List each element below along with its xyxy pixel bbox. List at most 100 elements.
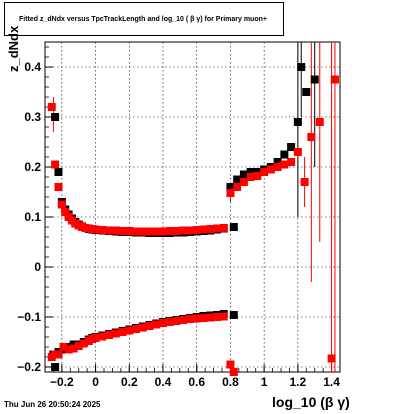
red-marker [287, 158, 296, 166]
red-marker [219, 312, 228, 321]
x-tick-label: 0.8 [222, 375, 239, 389]
black-marker [51, 113, 60, 121]
black-marker [310, 75, 319, 84]
red-marker [212, 224, 221, 233]
red-marker [300, 178, 309, 186]
black-marker [229, 223, 238, 231]
red-marker [91, 334, 100, 342]
red-marker [59, 343, 68, 351]
red-marker [145, 322, 154, 330]
black-marker [280, 150, 289, 159]
red-marker [179, 226, 188, 235]
y-tick-label: −0.2 [17, 360, 41, 374]
red-marker [98, 226, 107, 234]
red-marker [229, 368, 238, 376]
x-tick-label: 1 [261, 375, 268, 389]
red-marker [132, 227, 141, 236]
red-marker [132, 325, 141, 333]
red-marker [79, 339, 88, 348]
red-marker [54, 350, 63, 359]
timestamp-footer: Thu Jun 26 20:50:24 2025 [4, 400, 101, 409]
red-marker [165, 227, 174, 235]
red-marker [152, 227, 161, 236]
red-marker [266, 165, 275, 174]
x-tick-label: 0 [92, 375, 99, 389]
red-marker [233, 183, 242, 191]
red-marker [125, 227, 134, 235]
red-marker [172, 227, 181, 235]
axis-ticks: −0.2 0 0.2 0.4 0.6 0.8 1 1.2 1.4 −0.2 −0.1 0 0.1 0.2 0… [17, 46, 341, 389]
red-marker [179, 316, 188, 324]
red-marker [138, 227, 147, 236]
red-marker [293, 148, 302, 156]
red-marker [226, 189, 235, 197]
red-marker [105, 226, 114, 235]
red-marker [185, 315, 194, 323]
red-marker [47, 103, 56, 111]
x-tick-label: 0.6 [188, 375, 205, 389]
red-marker [118, 227, 127, 235]
black-marker [51, 363, 60, 371]
black-marker [54, 168, 63, 176]
black-marker [233, 175, 242, 184]
y-tick-label: 0.1 [24, 210, 41, 224]
red-marker [105, 331, 114, 339]
red-marker [226, 360, 235, 369]
red-marker [61, 208, 70, 216]
red-marker [98, 332, 107, 341]
red-marker [219, 224, 228, 232]
chart-title: Fitted z_dNdx versus TpcTrackLength and … [4, 2, 284, 36]
y-tick-label: 0.2 [24, 160, 41, 174]
red-marker [172, 317, 181, 325]
red-marker [280, 160, 289, 169]
red-marker [330, 75, 339, 84]
black-marker [297, 63, 306, 71]
black-marker [293, 118, 302, 126]
y-tick-label: 0.4 [24, 60, 41, 74]
black-marker [302, 88, 311, 96]
red-marker [253, 172, 262, 180]
red-marker [199, 225, 208, 234]
red-marker [54, 183, 63, 191]
red-marker [118, 328, 127, 336]
black-marker [239, 170, 248, 179]
red-marker [152, 320, 161, 329]
red-marker [307, 133, 316, 141]
red-marker [159, 227, 167, 236]
red-marker [192, 226, 201, 234]
red-marker [111, 329, 120, 338]
red-marker [91, 225, 100, 234]
red-marker [206, 313, 215, 322]
red-marker [145, 227, 154, 236]
x-tick-label: 1.4 [323, 375, 340, 389]
x-axis-label: log_10 (β γ) [272, 394, 350, 410]
x-tick-label: 0.4 [155, 375, 172, 389]
x-tick-label: 1.2 [290, 375, 307, 389]
red-marker [192, 314, 201, 323]
red-marker [206, 225, 215, 233]
red-marker [165, 318, 174, 326]
red-marker [69, 344, 78, 353]
black-marker [229, 311, 238, 319]
red-marker [74, 342, 83, 350]
black-marker [273, 158, 282, 166]
red-marker [246, 173, 255, 181]
x-tick-label: 0.2 [121, 375, 138, 389]
red-marker [159, 319, 167, 327]
red-marker [64, 345, 73, 354]
y-tick-label: 0 [34, 260, 41, 274]
red-marker [125, 326, 134, 335]
black-marker [246, 168, 255, 176]
x-tick-label: −0.2 [50, 375, 74, 389]
red-marker [260, 168, 269, 176]
data-points [47, 63, 339, 376]
black-marker [226, 183, 235, 191]
red-marker [212, 313, 221, 321]
y-tick-label: 0.3 [24, 110, 41, 124]
red-marker [138, 323, 147, 332]
black-marker [287, 143, 296, 151]
red-marker [327, 354, 336, 363]
red-marker [273, 163, 282, 171]
red-marker [199, 314, 208, 322]
